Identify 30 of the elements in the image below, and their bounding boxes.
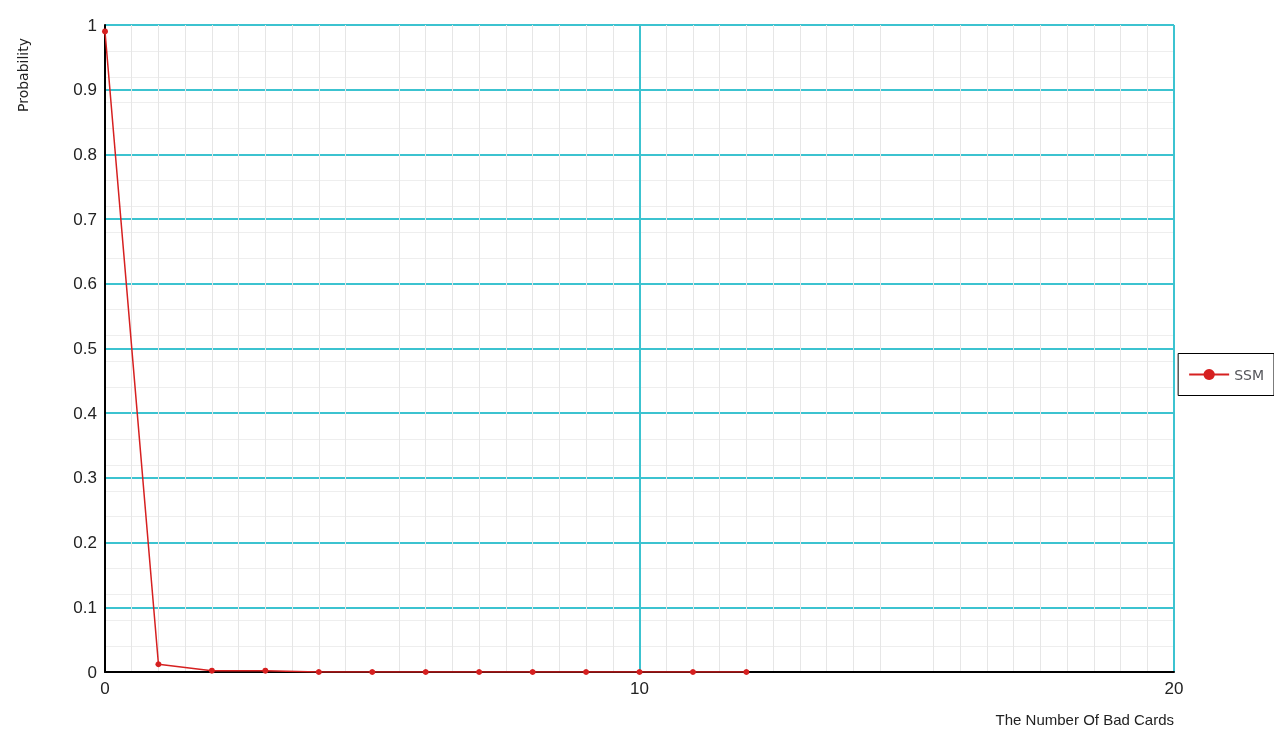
point [102,28,108,35]
x-axis-title: The Number Of Bad Cards [995,711,1174,728]
point [369,669,376,675]
point [315,669,322,675]
point [262,667,269,674]
x-tick-label: 20 [1164,679,1184,698]
point [583,669,590,675]
point [636,669,643,675]
y-tick-label: 0.7 [73,209,97,229]
y-tick-label: 0.6 [73,274,97,294]
y-tick-label: 0.1 [73,597,97,617]
point [689,669,696,675]
y-tick-label: 0.3 [73,468,97,488]
point [155,661,162,668]
y-tick-label: 0.9 [73,80,97,100]
point [529,669,536,675]
y-tick-label: 0.2 [73,533,97,553]
y-tick-label: 0.4 [73,403,97,423]
point [422,669,429,675]
y-tick-label: 1 [87,15,97,35]
y-tick-label: 0.5 [73,339,97,358]
y-tick-label: 0 [87,662,97,682]
y-axis-title: Probability [15,37,31,113]
y-tick-label: 0.8 [73,144,97,164]
point [476,669,483,675]
x-tick-label: 0 [100,679,110,698]
legend-label: SSM [1234,366,1265,383]
x-tick-label: 10 [630,679,649,698]
point [743,669,750,675]
point [208,667,215,674]
